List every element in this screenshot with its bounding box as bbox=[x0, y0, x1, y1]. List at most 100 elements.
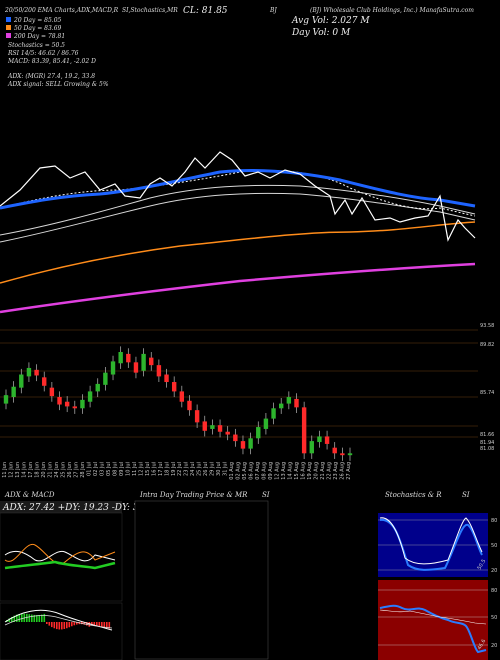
macd-bar bbox=[66, 622, 68, 629]
candle bbox=[19, 374, 24, 388]
minus-di-line bbox=[4, 544, 116, 565]
legend-200day: 200 Day = 78.81 bbox=[13, 33, 65, 40]
ema-white-1 bbox=[0, 184, 476, 236]
macd-bar bbox=[98, 622, 101, 627]
rsi-value: 46.6 bbox=[477, 638, 488, 651]
price-level-label-5: 81.08 bbox=[480, 446, 494, 452]
stoch-level-20: 20 bbox=[491, 568, 497, 574]
header-day-volume: Day Vol: 0 M bbox=[291, 28, 351, 38]
date-label: 16 Jul bbox=[151, 462, 157, 476]
date-label: 11 Jul bbox=[132, 462, 138, 476]
intraday-si: SI bbox=[262, 491, 270, 499]
date-label: 02 Jul bbox=[93, 462, 99, 476]
date-label: 12 Jul bbox=[138, 462, 144, 476]
candle bbox=[72, 406, 77, 409]
adx-values-bar bbox=[0, 501, 122, 513]
candle bbox=[332, 447, 337, 454]
header-title-mid: SI,Stochastics,MR bbox=[122, 7, 178, 14]
price-line bbox=[0, 151, 476, 242]
macd-bar bbox=[33, 614, 36, 622]
date-label: 02 Aug bbox=[236, 462, 242, 480]
date-label: 14 Aug bbox=[288, 462, 294, 480]
intraday-title: Intra Day Trading Price & MR bbox=[139, 491, 248, 499]
date-label: 10 Jul bbox=[125, 462, 131, 476]
stoch-panel: 80 50 20 50.5 bbox=[378, 513, 497, 577]
ema-white-2 bbox=[0, 192, 476, 243]
stoch-level-50: 50 bbox=[491, 543, 497, 549]
candle bbox=[317, 436, 322, 443]
header-symbol: BJ bbox=[269, 7, 277, 14]
header-title-left: 20/50/200 EMA Charts,ADX,MACD,R bbox=[4, 7, 119, 14]
date-label: 16 Aug bbox=[301, 462, 307, 480]
macd-bar bbox=[108, 622, 111, 629]
adx-readout: ADX: (MGR) 27.4, 19.2, 33.8 bbox=[7, 73, 95, 80]
macd-bar bbox=[36, 615, 38, 622]
candle bbox=[301, 407, 307, 454]
rsi-level-50: 50 bbox=[491, 615, 497, 621]
candle bbox=[256, 427, 261, 439]
candle bbox=[34, 369, 39, 376]
date-label: 31 Jul bbox=[223, 462, 229, 476]
macd-bar bbox=[68, 622, 71, 628]
header-close-price: CL: 81.85 bbox=[183, 6, 228, 16]
date-label: 30 Jul bbox=[216, 462, 222, 476]
intraday-panel bbox=[134, 500, 269, 660]
date-label: 21 Aug bbox=[320, 462, 326, 480]
date-label: 18 Jun bbox=[34, 462, 40, 478]
date-label: 15 Aug bbox=[294, 462, 300, 480]
candle bbox=[49, 387, 55, 397]
macd-bar bbox=[11, 616, 13, 622]
price-level-label-2: 85.74 bbox=[480, 390, 494, 396]
adx-panel bbox=[0, 512, 123, 602]
candle bbox=[95, 383, 100, 392]
header-avg-volume: Avg Vol: 2.027 M bbox=[291, 16, 370, 26]
macd-bar bbox=[18, 614, 21, 622]
date-label: 07 Aug bbox=[255, 462, 261, 480]
header-company: (BJ) Wholesale Club Holdings, Inc.) Mana… bbox=[310, 7, 474, 14]
macd-bar bbox=[48, 622, 51, 626]
date-label: 29 Jul bbox=[210, 462, 216, 476]
macd-bar bbox=[16, 614, 18, 622]
candle bbox=[210, 425, 215, 429]
candle bbox=[110, 361, 116, 375]
date-label: 27 Aug bbox=[346, 462, 352, 480]
date-label: 03 Jul bbox=[99, 462, 105, 476]
adx-line bbox=[4, 550, 116, 562]
candle bbox=[133, 362, 139, 373]
date-axis: 11 Jun 12 Jun 13 Jun 14 Jun 17 Jun 18 Jun 20 J… bbox=[2, 462, 352, 480]
rsi-background bbox=[378, 580, 488, 660]
date-label: 21 Jun bbox=[47, 462, 53, 478]
candle bbox=[57, 397, 62, 405]
macd-bar bbox=[58, 622, 61, 630]
candle bbox=[118, 352, 123, 364]
price-level-label-0: 93.58 bbox=[480, 323, 494, 329]
macd-bar bbox=[26, 613, 28, 622]
ema-chart bbox=[0, 151, 476, 314]
macd-bar bbox=[106, 622, 108, 628]
stoch-d-line bbox=[379, 517, 483, 565]
macd-bar bbox=[31, 614, 33, 622]
macd-readout: MACD: 83.39, 85.41, -2.02 D bbox=[7, 58, 96, 65]
date-label: 01 Aug bbox=[229, 462, 235, 480]
adx-panel-values: ADX: 27.42 +DY: 19.23 -DY: 33.76 bbox=[2, 503, 159, 513]
macd-bar bbox=[83, 622, 86, 625]
rsi-level-80: 80 bbox=[491, 588, 497, 594]
candle bbox=[194, 410, 200, 423]
candle bbox=[179, 391, 185, 402]
macd-bar bbox=[63, 622, 66, 629]
candle bbox=[11, 386, 16, 398]
candle bbox=[3, 395, 9, 404]
candle bbox=[26, 367, 32, 377]
rsi-level-20: 20 bbox=[491, 643, 497, 649]
macd-bar bbox=[96, 622, 98, 626]
macd-bar bbox=[21, 613, 23, 622]
candle bbox=[171, 382, 177, 392]
date-label: 25 Jun bbox=[60, 462, 66, 478]
date-label: 19 Jul bbox=[171, 462, 177, 476]
candle bbox=[263, 418, 269, 429]
date-label: 12 Jun bbox=[8, 462, 14, 478]
macd-bar bbox=[38, 614, 41, 622]
plus-di-line bbox=[4, 560, 116, 570]
macd-bar bbox=[71, 622, 73, 627]
date-label: 25 Jul bbox=[197, 462, 203, 476]
